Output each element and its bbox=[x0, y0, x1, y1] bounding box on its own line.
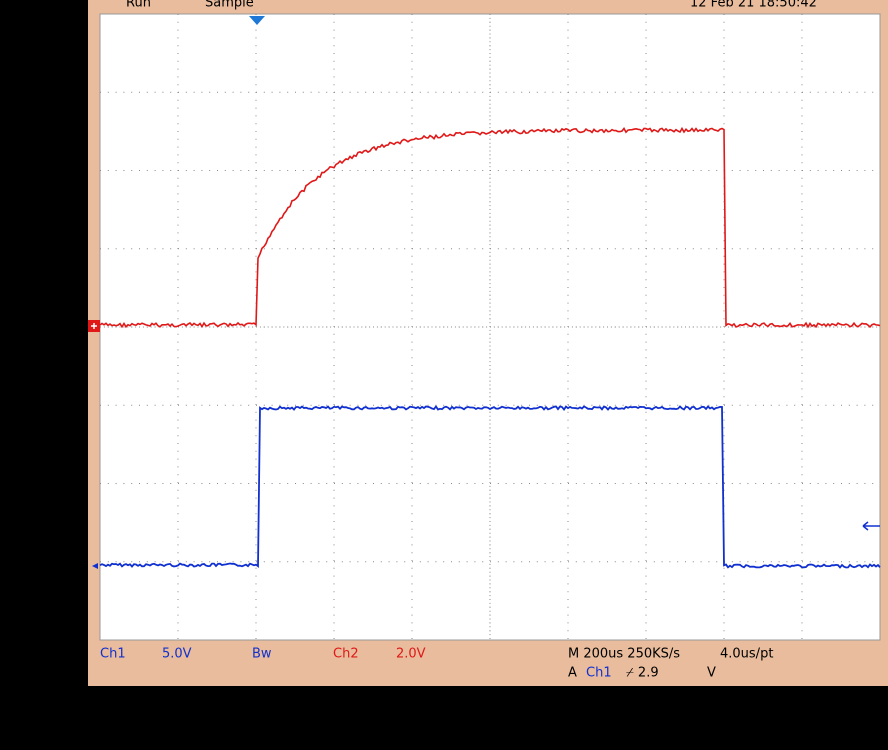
trigger-unit: V bbox=[707, 666, 716, 681]
trigger-level: ⌿ 2.9 bbox=[626, 666, 659, 681]
timebase: M 200us 250KS/s bbox=[568, 647, 680, 662]
grid bbox=[100, 14, 880, 640]
datetime: 12 Feb 21 18:50:42 bbox=[690, 0, 817, 11]
ch1-scale: 5.0V bbox=[162, 647, 192, 662]
ch2-label: Ch2 bbox=[333, 647, 359, 662]
acquisition-mode: Sample bbox=[205, 0, 254, 11]
ch1-ground-marker bbox=[92, 563, 98, 569]
trigger-source: Ch1 bbox=[586, 666, 612, 681]
ch1-trace bbox=[99, 404, 881, 569]
status: Run bbox=[126, 0, 151, 11]
trigger-position-marker bbox=[249, 16, 265, 25]
trigger-prefix: A bbox=[568, 666, 577, 681]
bandwidth-limit: Bw bbox=[252, 647, 272, 662]
ch2-marker-glyph bbox=[91, 323, 97, 329]
ch2-trace bbox=[99, 126, 881, 329]
resolution: 4.0us/pt bbox=[720, 647, 773, 662]
ch2-scale: 2.0V bbox=[396, 647, 426, 662]
ch1-label: Ch1 bbox=[100, 647, 126, 662]
trigger-level-marker bbox=[862, 521, 880, 531]
